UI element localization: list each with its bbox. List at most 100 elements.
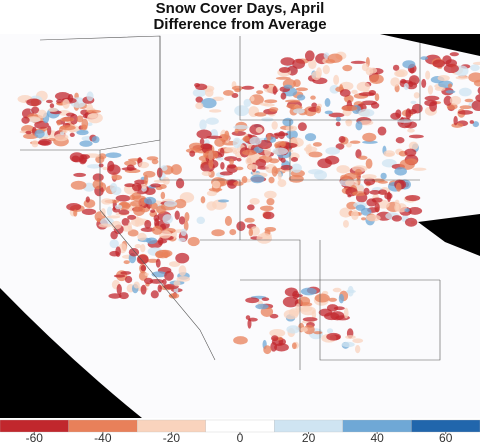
anomaly-patch — [308, 59, 317, 70]
anomaly-patch — [101, 198, 113, 205]
anomaly-patch — [300, 306, 316, 316]
anomaly-patch — [338, 293, 344, 304]
anomaly-patch — [335, 143, 345, 150]
anomaly-patch — [26, 98, 42, 107]
anomaly-patch — [111, 174, 123, 181]
anomaly-patch — [140, 227, 155, 232]
anomaly-patch — [314, 293, 330, 303]
anomaly-patch — [288, 308, 300, 317]
anomaly-patch — [358, 108, 375, 117]
anomaly-patch — [73, 172, 87, 177]
anomaly-patch — [86, 164, 102, 169]
anomaly-patch — [31, 106, 40, 114]
anomaly-patch — [477, 86, 480, 95]
anomaly-patch — [196, 216, 206, 225]
anomaly-patch — [468, 72, 480, 83]
anomaly-patch — [472, 121, 480, 128]
anomaly-patch — [160, 191, 166, 200]
anomaly-patch — [66, 202, 82, 211]
anomaly-patch — [377, 126, 387, 136]
anomaly-patch — [200, 143, 213, 150]
anomaly-patch — [403, 82, 409, 91]
anomaly-patch — [351, 209, 359, 221]
anomaly-patch — [62, 98, 70, 109]
anomaly-patch — [69, 132, 75, 137]
anomaly-patch — [404, 208, 410, 213]
anomaly-patch — [280, 92, 287, 100]
anomaly-patch — [341, 341, 355, 348]
anomaly-patch — [404, 148, 417, 157]
anomaly-patch — [358, 155, 368, 160]
anomaly-patch — [21, 116, 30, 124]
anomaly-patch — [199, 119, 207, 131]
anomaly-patch — [231, 85, 244, 91]
anomaly-patch — [282, 296, 299, 308]
anomaly-patch — [144, 219, 152, 229]
anomaly-patch — [420, 56, 429, 61]
anomaly-patch — [214, 137, 225, 147]
anomaly-patch — [421, 78, 427, 88]
anomaly-patch — [449, 95, 462, 106]
anomaly-patch — [234, 105, 250, 117]
anomaly-patch — [164, 200, 178, 207]
anomaly-patch — [98, 163, 104, 168]
anomaly-patch — [109, 250, 120, 257]
anomaly-patch — [451, 122, 464, 128]
anomaly-patch — [164, 270, 174, 281]
anomaly-patch — [395, 69, 408, 78]
anomaly-patch — [227, 163, 237, 169]
anomaly-patch — [196, 129, 212, 139]
anomaly-patch — [271, 121, 278, 130]
anomaly-patch — [262, 211, 275, 220]
anomaly-patch — [300, 287, 317, 296]
anomaly-patch — [344, 94, 354, 103]
anomaly-patch — [31, 140, 39, 148]
anomaly-patch — [236, 157, 242, 162]
anomaly-patch — [224, 130, 230, 140]
anomaly-patch — [85, 196, 90, 203]
anomaly-patch — [322, 64, 330, 75]
anomaly-patch — [392, 64, 400, 71]
anomaly-patch — [328, 112, 345, 118]
anomaly-patch — [424, 99, 438, 107]
map-area — [0, 34, 480, 418]
anomaly-patch — [269, 107, 279, 112]
anomaly-patch — [25, 130, 32, 135]
anomaly-patch — [178, 237, 186, 242]
anomaly-patch — [133, 281, 140, 289]
anomaly-patch — [127, 229, 139, 237]
anomaly-patch — [363, 187, 370, 196]
anomaly-patch — [338, 136, 346, 143]
colorbar-tick-label: 20 — [302, 431, 316, 445]
anomaly-patch — [212, 96, 224, 101]
anomaly-patch — [130, 200, 142, 207]
anomaly-patch — [261, 297, 270, 302]
colorbar: -60 -40 -20 0 20 40 60 — [0, 419, 480, 445]
anomaly-patch — [273, 132, 289, 137]
anomaly-patch — [275, 76, 291, 80]
anomaly-patch — [453, 115, 458, 126]
anomaly-patch — [174, 210, 180, 220]
anomaly-patch — [247, 204, 255, 211]
anomaly-patch — [408, 141, 419, 151]
anomaly-patch — [113, 274, 126, 278]
anomaly-patch — [224, 146, 238, 153]
anomaly-patch — [432, 59, 446, 68]
anomaly-patch — [37, 140, 50, 146]
anomaly-patch — [407, 128, 415, 133]
anomaly-patch — [80, 124, 88, 131]
anomaly-patch — [153, 214, 160, 222]
anomaly-patch — [209, 109, 222, 113]
anomaly-patch — [335, 121, 341, 127]
anomaly-patch — [335, 116, 342, 122]
anomaly-patch — [200, 196, 206, 204]
anomaly-patch — [296, 94, 306, 101]
anomaly-patch — [378, 189, 388, 195]
border — [99, 150, 216, 361]
anomaly-patch — [60, 117, 75, 122]
anomaly-patch — [151, 159, 159, 165]
anomaly-patch — [143, 196, 157, 205]
anomaly-patch — [234, 128, 239, 134]
anomaly-patch — [285, 99, 301, 103]
